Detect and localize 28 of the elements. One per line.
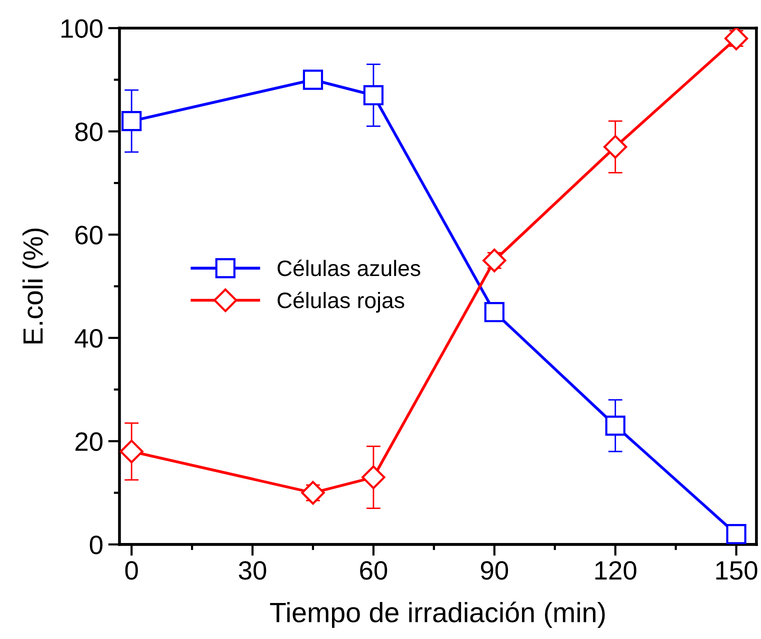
point — [120, 440, 144, 464]
y-tick-label: 20 — [75, 432, 102, 451]
point — [603, 135, 628, 159]
legend-label: Células rojas — [278, 292, 404, 313]
y-axis-title: E.coli (%) — [22, 228, 48, 344]
y-tick-label: 60 — [75, 226, 102, 244]
x-axis-title: Tiempo de irradiación (min) — [270, 602, 605, 628]
x-tick-label: 30 — [238, 561, 266, 580]
x-tick-label: 120 — [595, 561, 636, 580]
x-tick-label: 90 — [480, 561, 508, 580]
point — [362, 465, 386, 490]
point — [301, 480, 325, 505]
y-tick-label: 100 — [61, 19, 102, 38]
x-tick-label: 0 — [125, 561, 138, 580]
point — [724, 28, 748, 50]
y-tick-label: 40 — [74, 329, 102, 348]
point — [484, 302, 504, 322]
point — [302, 70, 324, 90]
point — [726, 524, 746, 544]
x-tick-label: 60 — [360, 561, 388, 580]
legend-label: Células azules — [278, 260, 420, 276]
y-tick-label: 80 — [75, 122, 102, 142]
point — [482, 248, 506, 272]
y-tick-label: 0 — [90, 536, 102, 554]
point — [122, 110, 142, 132]
point — [605, 416, 626, 436]
x-tick-label: 150 — [716, 561, 758, 580]
point — [363, 85, 384, 106]
